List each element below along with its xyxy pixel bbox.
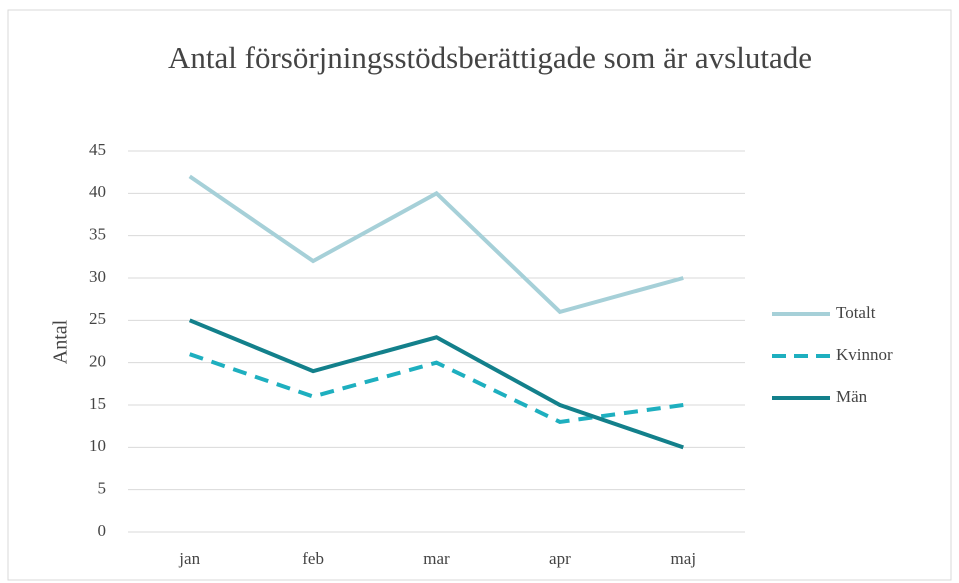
y-tick-label: 15	[89, 394, 106, 413]
x-tick-label: mar	[423, 549, 450, 568]
y-tick-label: 35	[89, 225, 106, 244]
y-tick-label: 25	[89, 309, 106, 328]
y-tick-label: 20	[89, 352, 106, 371]
x-tick-label: apr	[549, 549, 571, 568]
x-tick-label: jan	[178, 549, 200, 568]
y-tick-label: 5	[98, 479, 107, 498]
legend-label: Kvinnor	[836, 345, 893, 364]
series-line	[188, 174, 684, 315]
y-tick-label: 45	[89, 140, 106, 159]
y-tick-label: 10	[89, 436, 106, 455]
legend-label: Totalt	[836, 303, 876, 322]
series-line	[188, 318, 684, 450]
y-tick-label: 40	[89, 182, 106, 201]
chart-title: Antal försörjningsstödsberättigade som ä…	[168, 40, 812, 75]
y-axis-label: Antal	[50, 319, 72, 364]
legend-label: Män	[836, 387, 868, 406]
series-line	[189, 352, 684, 424]
x-tick-label: maj	[671, 549, 697, 568]
y-tick-label: 30	[89, 267, 106, 286]
x-tick-label: feb	[302, 549, 324, 568]
y-tick-label: 0	[98, 521, 107, 540]
chart-border	[7, 9, 952, 581]
